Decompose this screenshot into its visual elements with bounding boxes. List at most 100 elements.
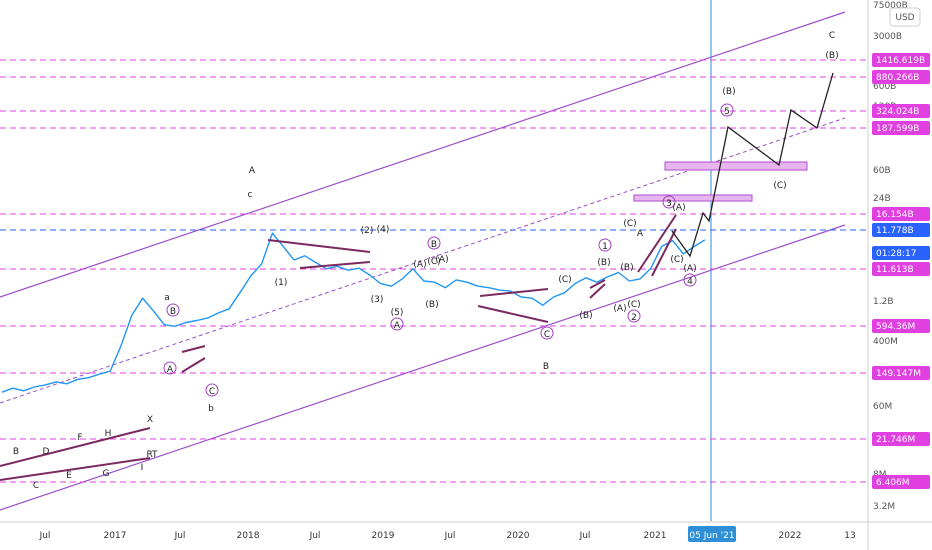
- x-tick-label: Jul: [174, 531, 186, 541]
- price-label-bg: [872, 366, 930, 380]
- wave-label: A: [394, 321, 401, 331]
- wave-label: (B): [825, 51, 838, 61]
- pattern-trendline: [637, 214, 677, 273]
- date-marker-label: 05 Jun '21: [689, 531, 734, 541]
- pattern-trendline: [589, 279, 606, 289]
- wave-label: (B): [425, 300, 438, 310]
- wave-label: A: [167, 365, 174, 375]
- wave-label: (C): [773, 181, 786, 191]
- x-tick-label: Jul: [444, 531, 456, 541]
- x-tick-label: 13: [844, 531, 855, 541]
- price-label-bg: [872, 121, 930, 135]
- currency-label[interactable]: USD: [895, 13, 914, 23]
- y-tick-label: 60B: [873, 166, 891, 176]
- x-tick-label: 2021: [644, 531, 667, 541]
- pattern-trendline: [651, 228, 677, 277]
- pattern-trendline: [267, 239, 371, 253]
- wave-label: C: [829, 31, 835, 41]
- series-line: [1, 232, 706, 393]
- price-label: 11.613B: [876, 265, 914, 275]
- y-tick-label: 75000B: [873, 1, 908, 11]
- wave-label: X: [147, 415, 153, 425]
- price-label-bg: [872, 223, 930, 237]
- wave-label: (C): [670, 255, 683, 265]
- price-label: 594.36M: [876, 322, 915, 332]
- wave-label: c: [248, 190, 253, 200]
- wave-label: (B): [620, 263, 633, 273]
- price-label-bg: [872, 104, 930, 118]
- x-tick-label: 2017: [104, 531, 127, 541]
- wave-label: a: [164, 293, 170, 303]
- wave-circle: [166, 303, 180, 317]
- wave-circle: [163, 361, 177, 375]
- price-label: 11.778B: [876, 226, 914, 236]
- pattern-trendline: [0, 457, 151, 481]
- price-label: 01:28:17: [876, 249, 916, 259]
- wave-label: 4: [687, 277, 693, 287]
- y-tick-label: 1.2B: [873, 297, 894, 307]
- price-label: 880.266B: [876, 73, 919, 83]
- pattern-trendline: [479, 288, 549, 297]
- x-tick-label: 2018: [237, 531, 260, 541]
- wave-label: C: [33, 481, 39, 491]
- wave-label: (1): [275, 278, 288, 288]
- price-label: 6.406M: [876, 478, 910, 488]
- forecast-path: [671, 72, 834, 258]
- wave-label: G: [103, 469, 110, 479]
- wave-label: (C): [627, 300, 640, 310]
- wave-label: (B): [597, 258, 610, 268]
- wave-label: (5): [391, 308, 404, 318]
- wave-label: B: [13, 447, 19, 457]
- wave-label: 2: [631, 313, 637, 323]
- x-tick-label: 2019: [372, 531, 395, 541]
- pattern-trendline: [477, 305, 549, 323]
- target-zone: [633, 194, 753, 202]
- wave-circle: [627, 309, 641, 323]
- wave-circle: [390, 317, 404, 331]
- wave-label: (A): [672, 203, 685, 213]
- y-tick-label: 600B: [873, 82, 896, 92]
- pattern-trendline: [299, 261, 371, 269]
- wave-label: 3: [666, 199, 672, 209]
- price-label: 149.147M: [876, 369, 921, 379]
- wave-label: F: [77, 433, 82, 443]
- wave-circle: [662, 195, 676, 209]
- wave-label: A: [249, 166, 256, 176]
- wave-label: b: [208, 404, 214, 414]
- wave-circle: [598, 238, 612, 252]
- wave-label: (A): [683, 264, 696, 274]
- price-label-bg: [872, 432, 930, 446]
- wave-label: (4): [377, 225, 390, 235]
- price-label-bg: [872, 207, 930, 221]
- wave-label: (B): [579, 311, 592, 321]
- y-tick-label: 24B: [873, 194, 891, 204]
- x-tick-label: Jul: [579, 531, 591, 541]
- wave-circle: [427, 236, 441, 250]
- y-tick-label: 60M: [873, 402, 892, 412]
- price-label: 21.746M: [876, 435, 915, 445]
- wave-circle: [205, 383, 219, 397]
- target-zone: [664, 161, 808, 171]
- x-tick-label: 2020: [507, 531, 530, 541]
- date-marker-bg: [688, 526, 736, 542]
- price-label: 187.599B: [876, 124, 919, 134]
- wave-label: (2): [361, 226, 374, 236]
- wave-label: E: [66, 471, 72, 481]
- wave-label: (A): [613, 304, 626, 314]
- x-tick-label: 2022: [779, 531, 802, 541]
- wave-label: C: [209, 387, 215, 397]
- x-tick-label: Jul: [309, 531, 321, 541]
- wave-label: B: [170, 307, 176, 317]
- wave-label: (B): [722, 87, 735, 97]
- wave-label: (A): [435, 255, 448, 265]
- price-label-bg: [872, 262, 930, 276]
- wave-label: C: [544, 330, 550, 340]
- pattern-trendline: [181, 345, 206, 353]
- wave-circle: [540, 326, 554, 340]
- x-tick-label: Jul: [39, 531, 51, 541]
- wave-label: A: [637, 229, 644, 239]
- wave-circle: [720, 103, 734, 117]
- channel-lower-line: [0, 224, 846, 511]
- wave-label: D: [43, 447, 50, 457]
- wave-label: RT: [146, 450, 158, 460]
